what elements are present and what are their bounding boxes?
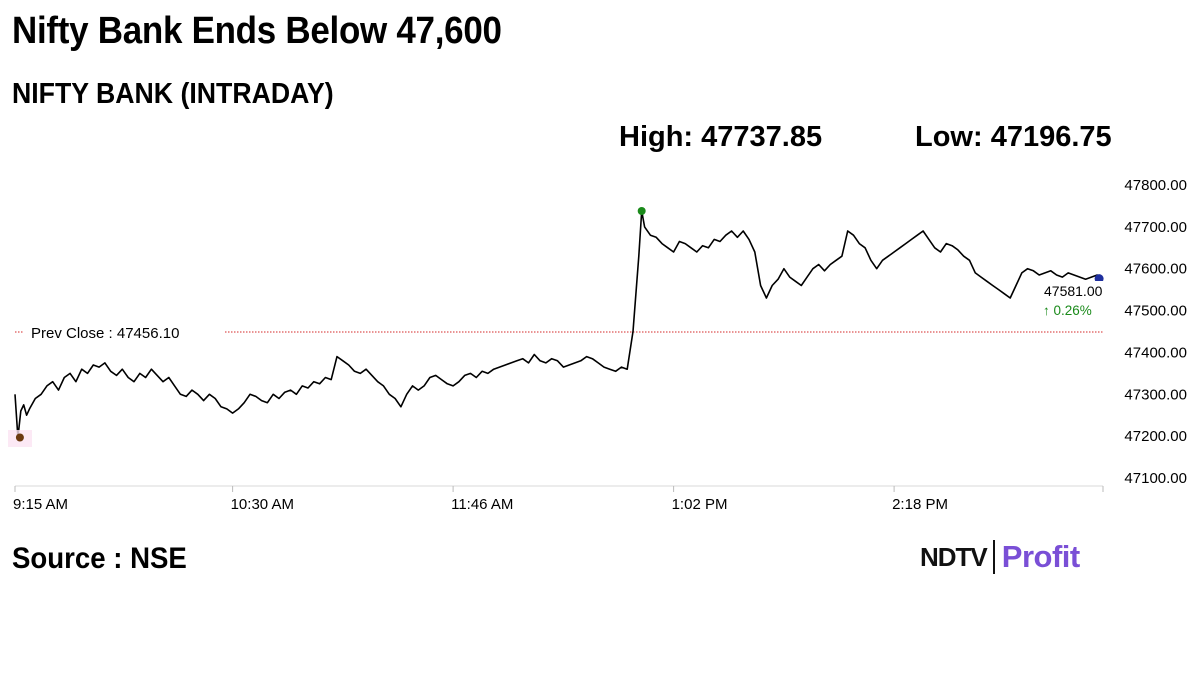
change-label: ↑ 0.26% [1043,303,1092,318]
x-tick-label: 1:02 PM [672,496,728,513]
chart-subtitle: NIFTY BANK (INTRADAY) [12,78,334,110]
y-tick-label: 47700.00 [1124,219,1187,236]
low-marker [15,433,24,442]
series-line [14,210,1101,439]
y-tick-label: 47800.00 [1124,177,1187,194]
low-stat: Low: 47196.75 [915,121,1112,153]
y-tick-label: 47100.00 [1124,470,1187,487]
x-tick-label: 10:30 AM [231,496,294,513]
prev-close-label: Prev Close : 47456.10 [31,325,179,342]
brand-separator [992,540,995,574]
x-tick-label: 2:18 PM [892,496,948,513]
y-tick-label: 47500.00 [1124,303,1187,320]
high-stat: High: 47737.85 [619,121,823,153]
last-value-marker [1094,274,1104,284]
high-marker [637,207,646,216]
last-value-label-bg [1040,281,1112,321]
y-tick-label: 47300.00 [1124,386,1187,403]
prev-close-label-bg [24,322,224,342]
y-tick-label: 47600.00 [1124,261,1187,278]
source-label: Source : NSE [12,542,187,575]
headline: Nifty Bank Ends Below 47,600 [12,10,502,52]
brand-profit: Profit [1001,539,1080,574]
brand-logo: NDTV Profit [920,539,1080,575]
brand-ndtv: NDTV [920,541,988,572]
y-tick-label: 47200.00 [1124,428,1187,445]
y-tick-label: 47400.00 [1124,344,1187,361]
x-tick-label: 9:15 AM [13,496,68,513]
x-tick-label: 11:46 AM [451,496,513,513]
last-value-label: 47581.00 [1044,283,1103,299]
